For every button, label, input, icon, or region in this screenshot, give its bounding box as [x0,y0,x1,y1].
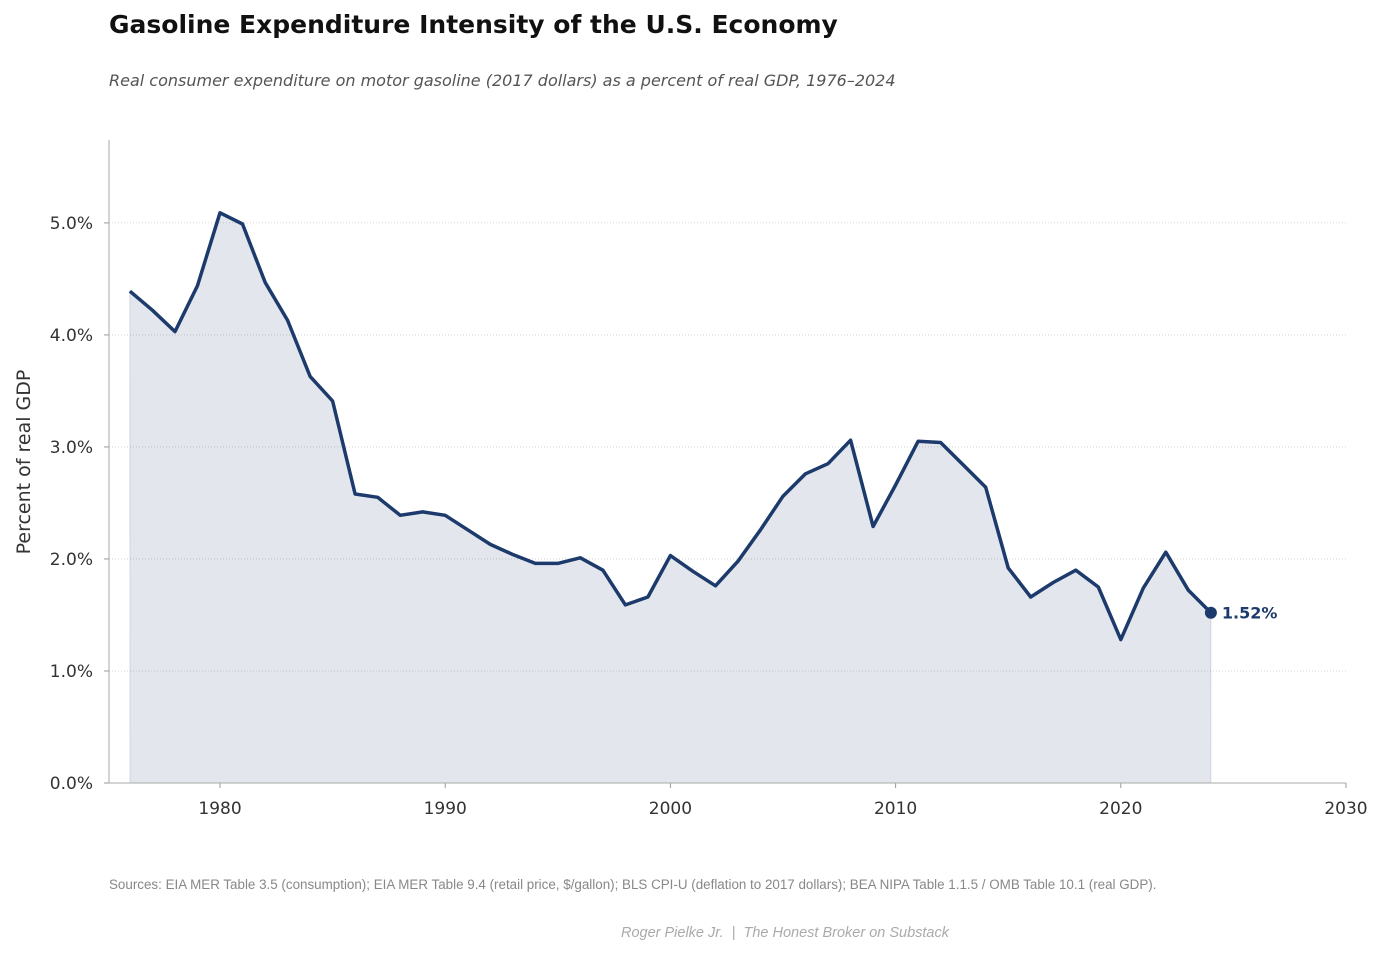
x-tick-label: 2030 [1324,799,1367,819]
x-tick-label: 1980 [198,799,241,819]
y-tick-label: 2.0% [50,550,93,570]
x-tick-label: 2000 [649,799,692,819]
sources-note: Sources: EIA MER Table 3.5 (consumption)… [109,877,1157,892]
x-tick-label: 2010 [874,799,917,819]
series-area [129,212,1212,784]
y-axis-label: Percent of real GDP [13,370,35,555]
y-tick-label: 3.0% [50,438,93,458]
chart-title: Gasoline Expenditure Intensity of the U.… [109,10,838,39]
y-tick-label: 1.0% [50,662,93,682]
x-tick-label: 1990 [424,799,467,819]
y-tick-label: 5.0% [50,214,93,234]
x-tick-label: 2020 [1099,799,1142,819]
last-value-label: 1.52% [1222,604,1278,623]
last-point-marker [1204,606,1217,619]
chart-subtitle: Real consumer expenditure on motor gasol… [109,71,896,90]
y-tick-label: 0.0% [50,774,93,794]
credit-line: Roger Pielke Jr. | The Honest Broker on … [620,925,949,941]
y-tick-label: 4.0% [50,326,93,346]
series-line [128,211,1213,642]
